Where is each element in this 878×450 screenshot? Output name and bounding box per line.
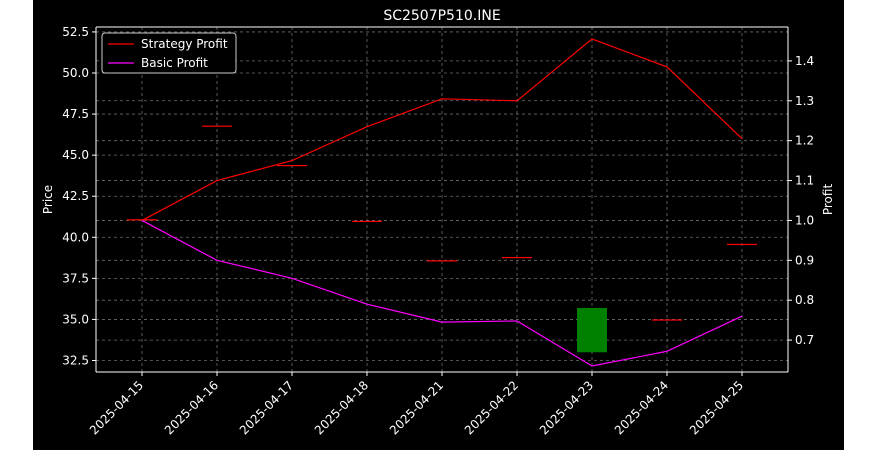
legend-label: Basic Profit: [141, 56, 208, 70]
legend-label: Strategy Profit: [141, 37, 228, 51]
y2-tick-label: 0.9: [795, 253, 814, 267]
y-tick-label: 35.0: [62, 312, 89, 326]
candle-body: [352, 220, 382, 223]
x-tick-label: 2025-04-23: [537, 378, 596, 437]
y2-tick-label: 1.0: [795, 213, 814, 227]
y-tick-label: 50.0: [62, 66, 89, 80]
candle-body: [652, 319, 682, 321]
x-tick-label: 2025-04-16: [162, 378, 221, 437]
y2-tick-label: 0.7: [795, 333, 814, 347]
x-tick-label: 2025-04-25: [687, 378, 746, 437]
chart-panel: [33, 0, 844, 450]
candle-body: [277, 165, 307, 167]
candle-body: [577, 307, 607, 353]
candle-body: [502, 257, 532, 259]
y-axis-label: Price: [41, 185, 55, 214]
y-tick-label: 45.0: [62, 148, 89, 162]
x-tick-label: 2025-04-17: [237, 378, 296, 437]
profit-line: [141, 219, 743, 367]
y-tick-label: 37.5: [62, 271, 89, 285]
y2-tick-label: 1.4: [795, 54, 814, 68]
y2-axis-label: Profit: [821, 184, 835, 216]
x-tick-label: 2025-04-15: [87, 378, 146, 437]
y2-tick-label: 1.1: [795, 174, 814, 188]
x-tick-label: 2025-04-24: [612, 378, 671, 437]
candle-body: [727, 243, 757, 246]
y-tick-label: 52.5: [62, 25, 89, 39]
y2-tick-label: 1.3: [795, 94, 814, 108]
y-tick-label: 42.5: [62, 189, 89, 203]
profit-line: [141, 38, 743, 221]
candle-body: [427, 260, 457, 262]
x-tick-label: 2025-04-18: [312, 378, 371, 437]
y-tick-label: 40.0: [62, 230, 89, 244]
x-tick-label: 2025-04-21: [387, 378, 446, 437]
chart-title: SC2507P510.INE: [383, 8, 500, 24]
y-tick-label: 47.5: [62, 107, 89, 121]
y-tick-label: 32.5: [62, 354, 89, 368]
legend-box: [101, 32, 237, 74]
y2-tick-label: 0.8: [795, 293, 814, 307]
x-tick-label: 2025-04-22: [462, 378, 521, 437]
y2-tick-label: 1.2: [795, 134, 814, 148]
candle-body: [202, 125, 232, 127]
